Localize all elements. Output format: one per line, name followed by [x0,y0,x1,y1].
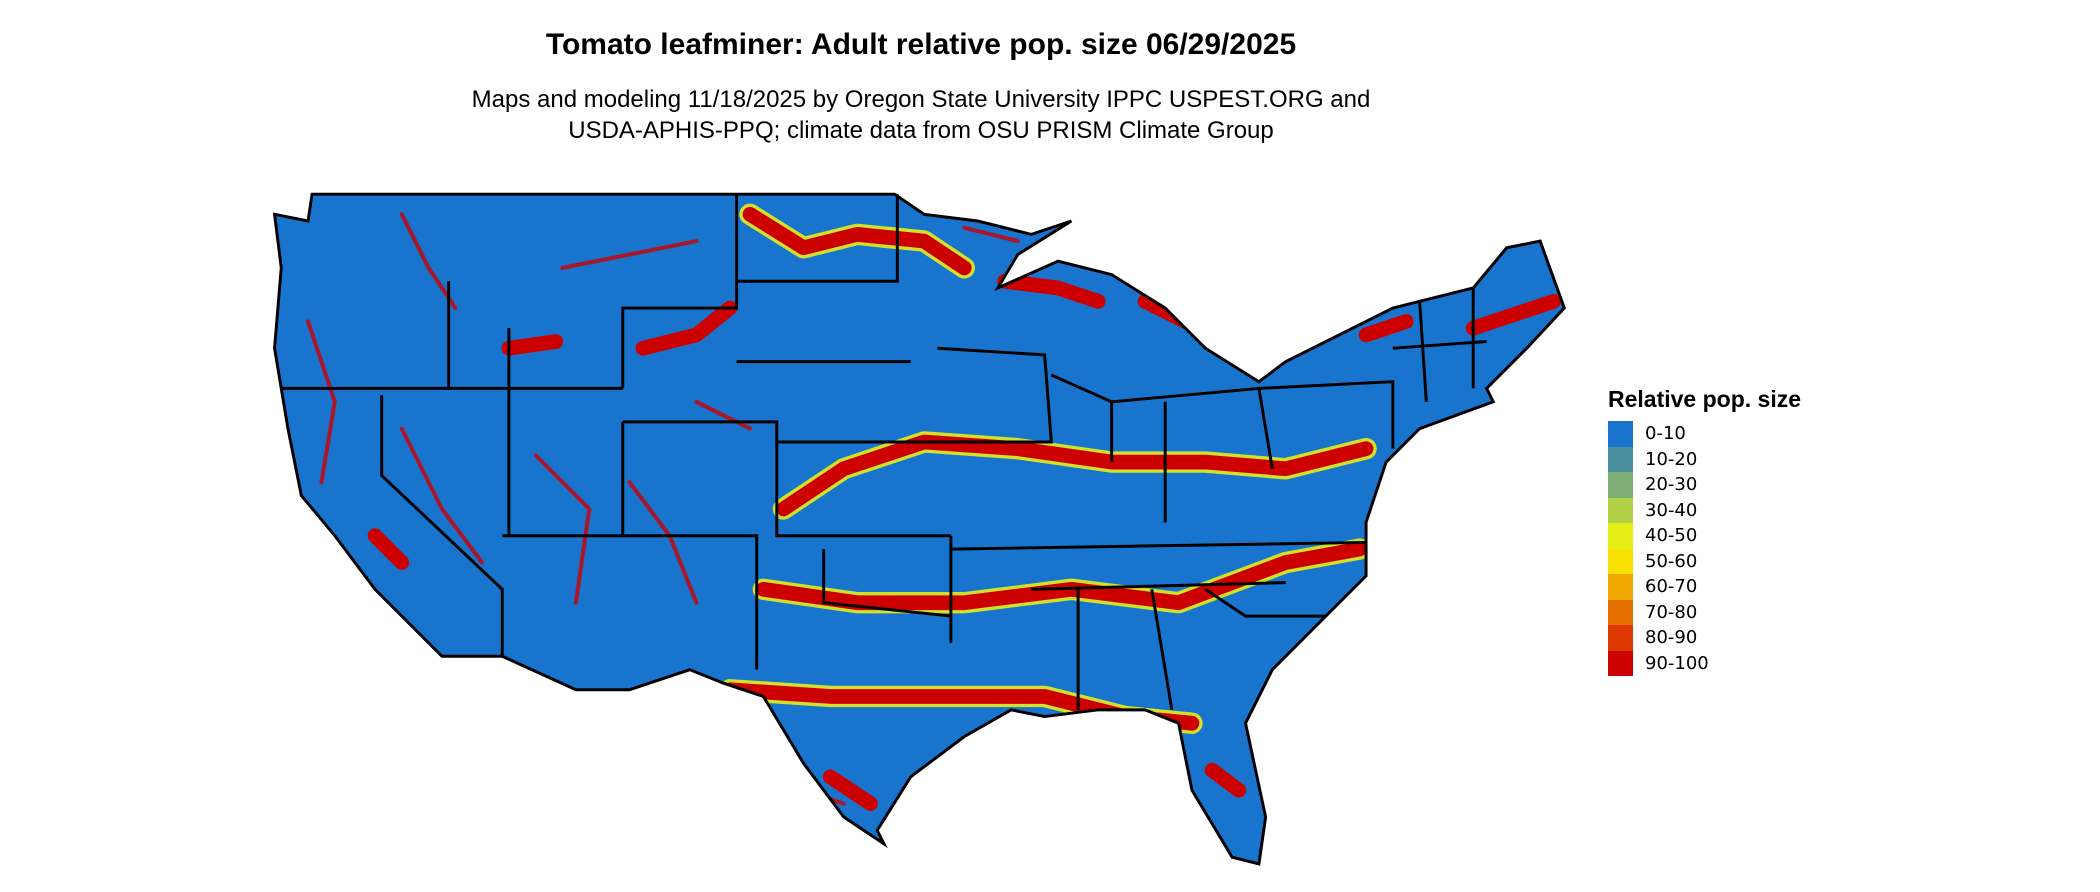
us-land-fill [274,194,1565,864]
legend-label: 90-100 [1645,652,1709,674]
legend-swatch [1608,446,1633,472]
legend-title: Relative pop. size [1608,386,1802,412]
legend-label: 20-30 [1645,474,1698,496]
legend-swatch [1608,472,1633,498]
legend-swatch [1608,548,1633,574]
legend-item: 90-100 [1608,650,1801,676]
legend-swatch [1608,650,1633,676]
map-title: Tomato leafminer: Adult relative pop. si… [545,28,1297,61]
legend: Relative pop. size 0-10 10-20 20-30 30-40 40… [1608,386,1801,676]
state-borders [272,192,1566,866]
legend-swatch [1608,523,1633,549]
legend-label: 50-60 [1645,550,1698,572]
legend-item: 80-90 [1608,625,1801,651]
legend-item: 60-70 [1608,574,1801,600]
legend-item: 30-40 [1608,497,1801,523]
legend-swatch [1608,599,1633,625]
legend-label: 70-80 [1645,601,1698,623]
legend-label: 0-10 [1645,423,1686,445]
legend-swatch [1608,497,1633,523]
subtitle-line-2: USDA-APHIS-PPQ; climate data from OSU PR… [568,117,1274,144]
legend-item: 20-30 [1608,472,1801,498]
legend-item: 40-50 [1608,523,1801,549]
legend-swatch [1608,625,1633,651]
legend-item: 70-80 [1608,599,1801,625]
legend-item: 50-60 [1608,548,1801,574]
legend-swatch [1608,421,1633,447]
legend-label: 30-40 [1645,499,1698,521]
legend-item: 10-20 [1608,446,1801,472]
legend-label: 60-70 [1645,576,1698,598]
legend-item: 0-10 [1608,421,1801,447]
subtitle-line-1: Maps and modeling 11/18/2025 by Oregon S… [471,86,1371,113]
legend-swatch [1608,574,1633,600]
legend-label: 10-20 [1645,448,1698,470]
legend-label: 80-90 [1645,627,1698,649]
legend-label: 40-50 [1645,525,1698,547]
